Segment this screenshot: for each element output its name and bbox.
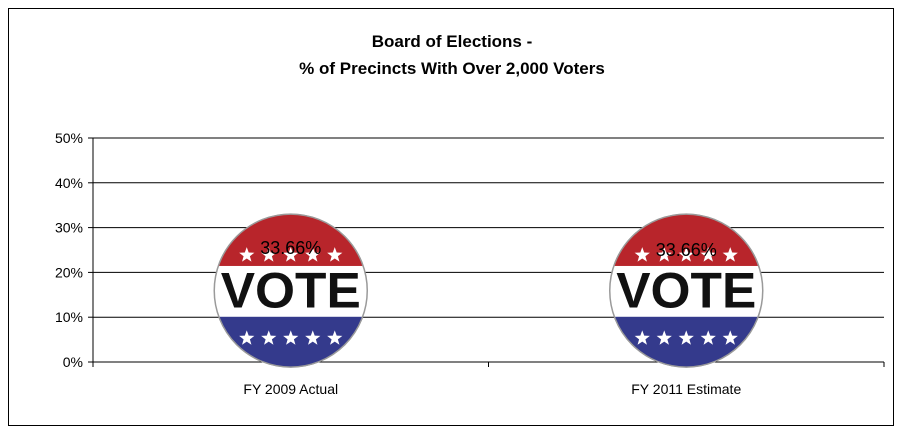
star-icon	[656, 330, 672, 345]
star-icon	[239, 247, 255, 262]
y-tick-label: 10%	[55, 309, 83, 325]
button-rim	[213, 213, 368, 368]
y-tick-label: 20%	[55, 264, 83, 280]
star-icon	[700, 247, 716, 262]
star-icon	[283, 247, 299, 262]
star-icon	[722, 247, 738, 262]
y-tick-label: 0%	[63, 354, 83, 370]
star-icon	[327, 330, 343, 345]
chart-title-line-2: % of Precincts With Over 2,000 Voters	[299, 59, 605, 78]
chart-frame	[8, 8, 894, 426]
star-icon	[305, 247, 321, 262]
chart-title: Board of Elections - % of Precincts With…	[0, 28, 904, 82]
star-icon	[678, 330, 694, 345]
y-tick-label: 30%	[55, 220, 83, 236]
star-icon	[327, 247, 343, 262]
vote-button-bar: VOTE	[609, 213, 764, 368]
vote-button-bar: VOTE	[213, 213, 368, 368]
star-icon	[634, 330, 650, 345]
x-category-label: FY 2009 Actual	[243, 381, 338, 397]
data-label: 33.66%	[656, 240, 717, 260]
star-icon	[261, 247, 277, 262]
button-blue-band	[609, 316, 764, 368]
star-icon	[261, 330, 277, 345]
y-tick-label: 40%	[55, 175, 83, 191]
star-icon	[722, 330, 738, 345]
button-blue-band	[213, 316, 368, 368]
data-label: 33.66%	[260, 238, 321, 258]
y-tick-label: 50%	[55, 130, 83, 146]
vote-lettering: VOTE	[616, 263, 756, 319]
star-icon	[239, 330, 255, 345]
button-rim	[609, 213, 764, 368]
star-icon	[700, 330, 716, 345]
x-category-label: FY 2011 Estimate	[631, 381, 741, 397]
star-icon	[678, 247, 694, 262]
star-icon	[305, 330, 321, 345]
star-icon	[656, 247, 672, 262]
chart-title-line-1: Board of Elections -	[371, 32, 533, 51]
star-icon	[634, 247, 650, 262]
vote-lettering: VOTE	[221, 263, 361, 319]
star-icon	[283, 330, 299, 345]
